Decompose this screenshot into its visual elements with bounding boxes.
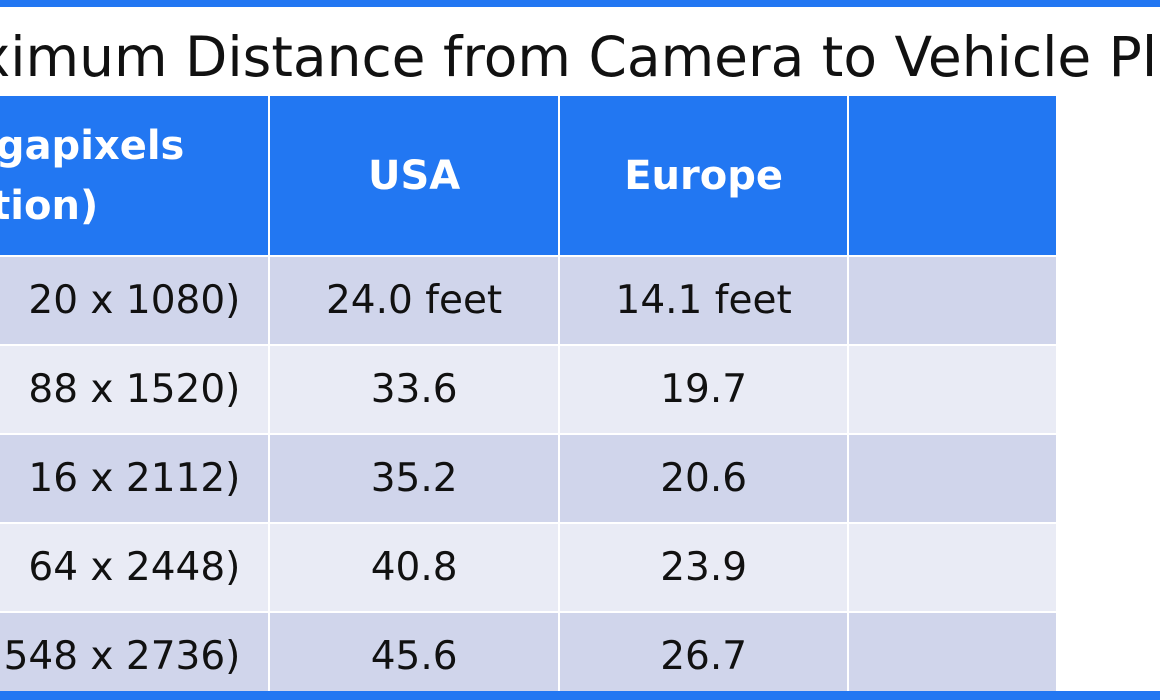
header-resolution: Megapixels lution) <box>0 94 271 257</box>
cell-usa: 40.8 <box>268 522 560 613</box>
cell-resolution: 548 x 2736) <box>0 611 271 691</box>
cell-usa: 45.6 <box>268 611 560 691</box>
cell-resolution: 20 x 1080) <box>0 255 271 346</box>
header-resolution-line1: Megapixels <box>0 122 185 169</box>
cell-europe: 20.6 <box>557 433 850 524</box>
cell-extra <box>847 255 1058 346</box>
cell-usa: 35.2 <box>268 433 560 524</box>
cell-resolution: 16 x 2112) <box>0 433 271 524</box>
table-row: 16 x 2112) 35.2 20.6 <box>0 433 1058 524</box>
header-usa: USA <box>268 94 560 257</box>
header-extra <box>847 94 1058 257</box>
top-accent-band <box>0 0 1160 7</box>
header-resolution-line2: lution) <box>0 182 99 229</box>
cell-extra <box>847 344 1058 435</box>
cell-usa: 33.6 <box>268 344 560 435</box>
table-row: 88 x 1520) 33.6 19.7 <box>0 344 1058 435</box>
table-header-row: Megapixels lution) USA Europe <box>0 94 1058 257</box>
slide-title: aximum Distance from Camera to Vehicle P… <box>0 25 1160 89</box>
cell-europe: 14.1 feet <box>557 255 850 346</box>
table-row: 64 x 2448) 40.8 23.9 <box>0 522 1058 613</box>
table-row: 20 x 1080) 24.0 feet 14.1 feet <box>0 255 1058 346</box>
cell-extra <box>847 522 1058 613</box>
distance-table: Megapixels lution) USA Europe 20 x 1080)… <box>0 94 1058 691</box>
cell-resolution: 88 x 1520) <box>0 344 271 435</box>
header-europe: Europe <box>557 94 850 257</box>
table-row: 548 x 2736) 45.6 26.7 <box>0 611 1058 691</box>
cell-usa: 24.0 feet <box>268 255 560 346</box>
cell-extra <box>847 433 1058 524</box>
bottom-accent-band <box>0 691 1160 700</box>
distance-table-container: Megapixels lution) USA Europe 20 x 1080)… <box>0 94 1160 691</box>
cell-europe: 26.7 <box>557 611 850 691</box>
cell-europe: 19.7 <box>557 344 850 435</box>
cell-europe: 23.9 <box>557 522 850 613</box>
cell-extra <box>847 611 1058 691</box>
cell-resolution: 64 x 2448) <box>0 522 271 613</box>
